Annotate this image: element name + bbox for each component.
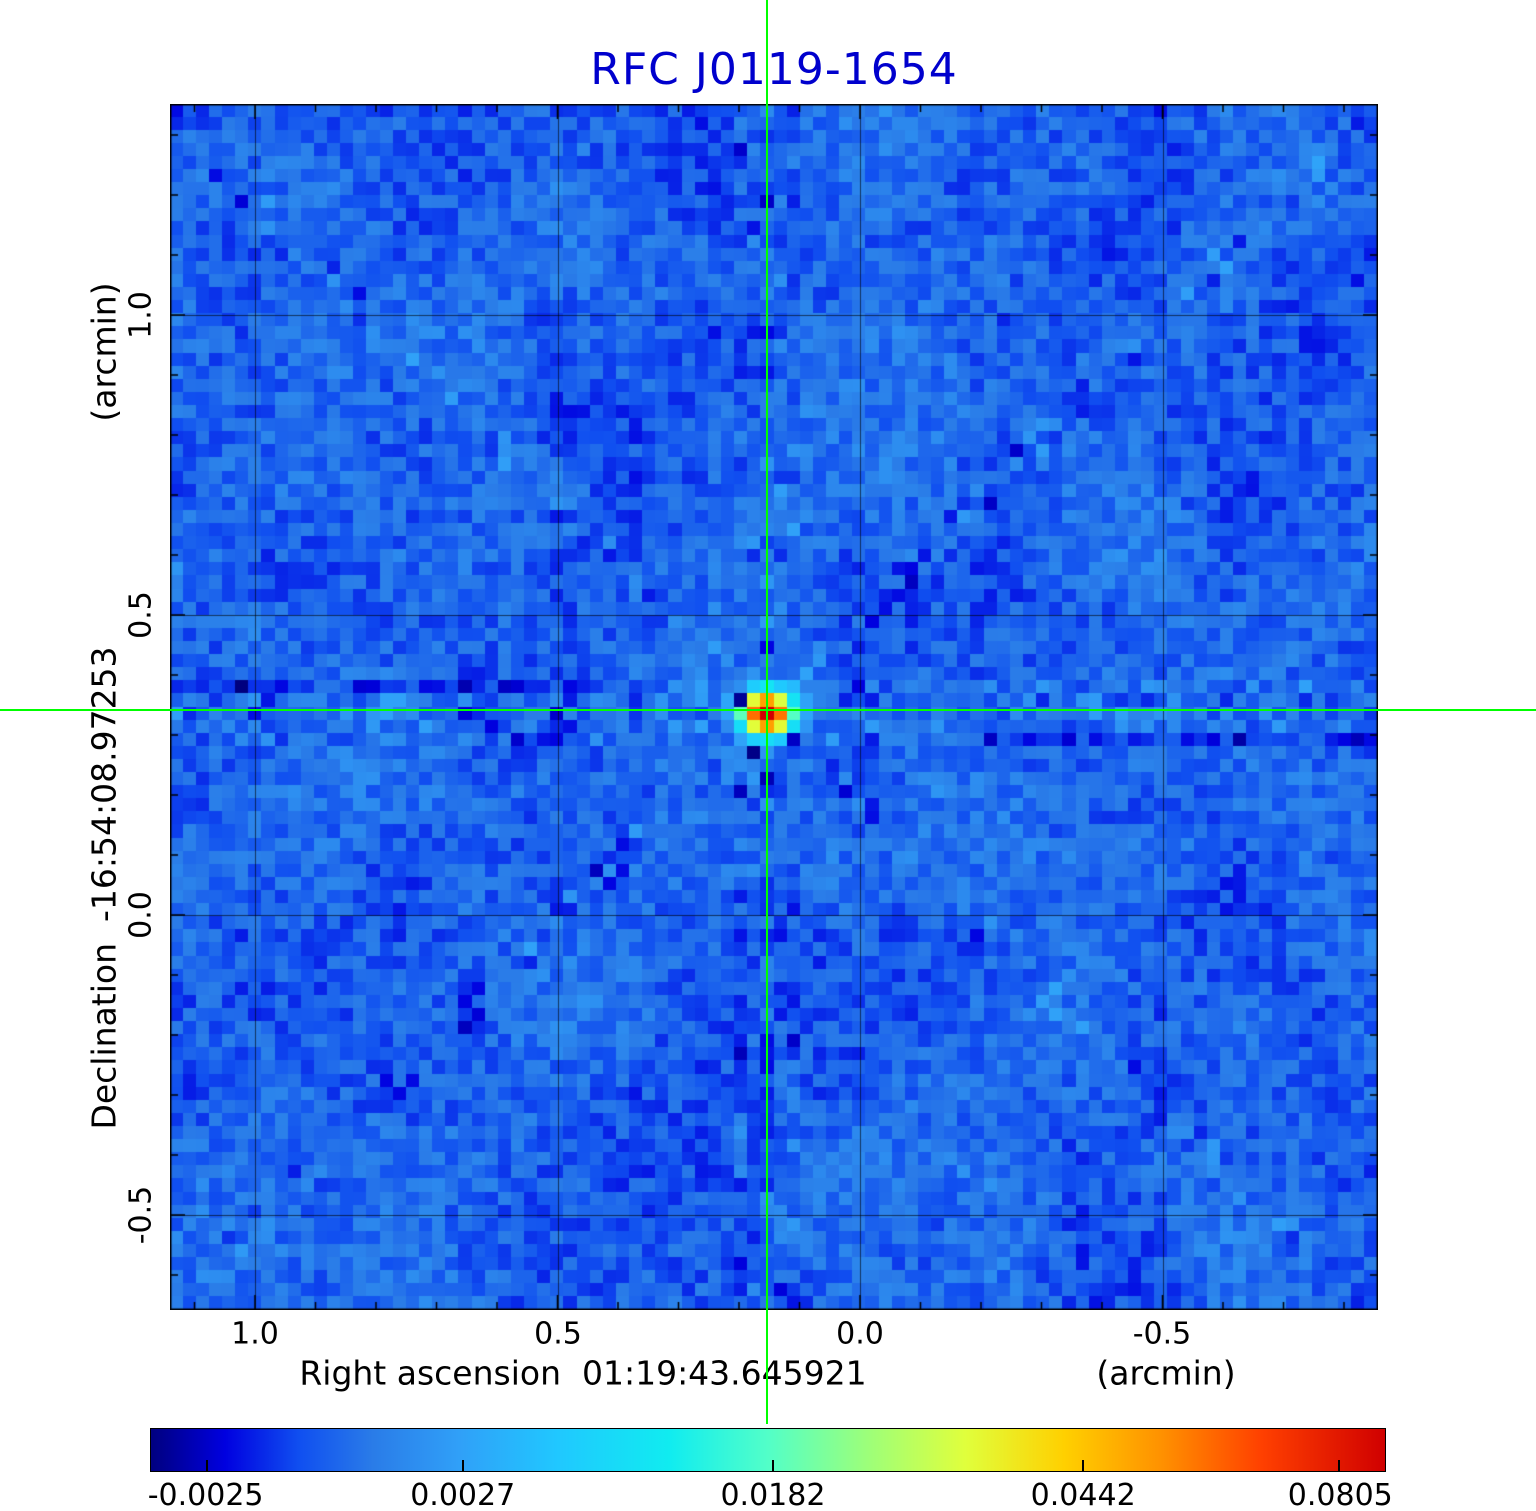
x-axis-tick-label: 0.0 (836, 1316, 884, 1352)
colorbar-tick-label: 0.0805 (1287, 1478, 1393, 1511)
colorbar-gradient (151, 1429, 1385, 1471)
crosshair-vertical-line (766, 0, 768, 1424)
y-axis-tick-label: 1.0 (123, 291, 159, 339)
colorbar-tick-mark (1081, 1460, 1084, 1471)
x-axis-tick-label: -0.5 (1132, 1316, 1192, 1352)
y-axis-tick-label: 0.5 (123, 591, 159, 639)
y-axis-label: Declination -16:54:08.97253 (84, 646, 124, 1130)
y-axis-tick-label: 0.0 (123, 891, 159, 939)
colorbar-labels: -0.0025 0.0027 0.0182 0.0442 0.0805 (147, 1478, 1393, 1511)
y-axis-tick-label: -0.5 (123, 1185, 159, 1245)
colorbar-tick-label: 0.0027 (410, 1478, 516, 1511)
crosshair-horizontal-line (0, 709, 1536, 711)
x-axis-unit-label: (arcmin) (1096, 1353, 1236, 1393)
y-axis-unit-label: (arcmin) (84, 282, 124, 422)
x-axis-label: Right ascension 01:19:43.645921 (299, 1353, 867, 1393)
colorbar-tick-label: 0.0442 (1030, 1478, 1136, 1511)
figure-title: RFC J0119-1654 (590, 44, 958, 95)
colorbar-tick-mark (205, 1460, 208, 1471)
colorbar-tick-label: -0.0025 (147, 1478, 264, 1511)
sky-map-plot (170, 104, 1378, 1310)
x-axis-tick-label: 0.5 (534, 1316, 582, 1352)
x-axis-tick-label: 1.0 (231, 1316, 279, 1352)
colorbar-tick-mark (1338, 1460, 1341, 1471)
heatmap-canvas (170, 104, 1378, 1310)
colorbar-tick-mark (462, 1460, 465, 1471)
colorbar-tick-mark (771, 1460, 774, 1471)
colorbar (150, 1428, 1386, 1472)
colorbar-tick-label: 0.0182 (720, 1478, 826, 1511)
